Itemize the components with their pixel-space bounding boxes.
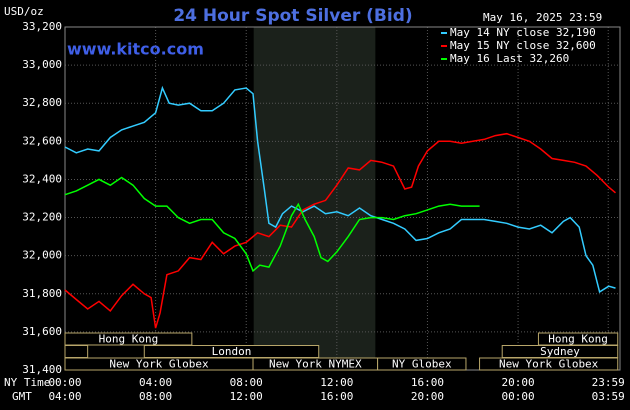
session-label: NY Globex xyxy=(392,358,452,371)
session-bar xyxy=(64,345,89,358)
chart-title: 24 Hour Spot Silver (Bid) xyxy=(173,6,412,26)
y-tick-label: 32,200 xyxy=(22,211,62,224)
legend-label: May 14 NY close 32,190 xyxy=(450,26,596,39)
y-tick-label: 31,800 xyxy=(22,287,62,300)
session-label: Hong Kong xyxy=(548,333,608,346)
gmt-tick-label: 00:00 xyxy=(501,390,534,403)
series-line xyxy=(64,176,480,273)
site-label: www.kitco.com xyxy=(67,40,204,59)
session-bar xyxy=(64,332,193,346)
gmt-tick-label: 12:00 xyxy=(230,390,263,403)
y-tick-label: 32,800 xyxy=(22,96,62,109)
gmt-tick-label: 03:59 xyxy=(592,390,625,403)
y-tick-label: 33,000 xyxy=(22,58,62,71)
y-tick-label: 33,200 xyxy=(22,20,62,33)
series-line xyxy=(64,132,616,329)
x-row-label: GMT xyxy=(12,390,32,403)
date-label: May 16, 2025 23:59 xyxy=(483,11,602,24)
gmt-tick-label: 20:00 xyxy=(411,390,444,403)
x-tick-label: 04:00 xyxy=(139,376,172,389)
gmt-tick-label: 04:00 xyxy=(48,390,81,403)
y-tick-label: 32,400 xyxy=(22,172,62,185)
legend-label: May 16 Last 32,260 xyxy=(450,52,569,65)
y-tick-label: 32,600 xyxy=(22,134,62,147)
x-tick-label: 00:00 xyxy=(48,376,81,389)
x-tick-label: 23:59 xyxy=(592,376,625,389)
x-tick-label: 16:00 xyxy=(411,376,444,389)
session-label: New York Globex xyxy=(109,358,209,371)
session-bar xyxy=(479,357,619,371)
shade-region xyxy=(253,27,376,370)
series-line xyxy=(64,85,616,294)
x-tick-label: 08:00 xyxy=(230,376,263,389)
gmt-tick-label: 16:00 xyxy=(320,390,353,403)
session-label: New York Globex xyxy=(499,358,599,371)
y-tick-label: 31,400 xyxy=(22,363,62,376)
y-tick-label: 32,000 xyxy=(22,249,62,262)
session-bar xyxy=(377,357,467,371)
y-tick-label: 31,600 xyxy=(22,325,62,338)
session-label: Hong Kong xyxy=(99,333,159,346)
x-tick-label: 20:00 xyxy=(501,376,534,389)
session-label: Sydney xyxy=(540,345,580,358)
x-row-label: NY Time xyxy=(4,376,50,389)
session-label: New York NYMEX xyxy=(269,358,362,371)
session-label: London xyxy=(212,345,252,358)
x-tick-label: 12:00 xyxy=(320,376,353,389)
unit-label: USD/oz xyxy=(4,5,44,18)
gmt-tick-label: 08:00 xyxy=(139,390,172,403)
legend-label: May 15 NY close 32,600 xyxy=(450,39,596,52)
